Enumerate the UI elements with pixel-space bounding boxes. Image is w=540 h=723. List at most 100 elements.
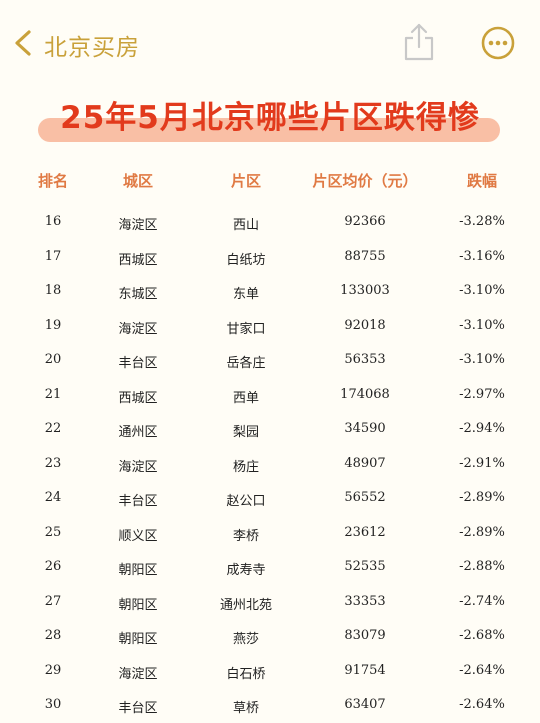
district-cell: 朝阳区 <box>118 563 158 578</box>
price-cell: 63407 <box>344 697 386 712</box>
rank-cell: 30 <box>44 697 62 712</box>
rank-cell: 29 <box>44 662 62 678</box>
drop-cell: -3.10% <box>459 317 505 333</box>
header-drop: 跌幅 <box>466 172 497 190</box>
header-area: 片区 <box>230 172 261 190</box>
area-cell: 成寿寺 <box>226 563 266 578</box>
price-cell: 91754 <box>344 662 386 678</box>
page-headline: 25年5月北京哪些片区跌得惨 <box>60 100 480 136</box>
price-cell: 92366 <box>344 214 386 229</box>
district-cell: 丰台区 <box>118 356 158 371</box>
table-header: 排名 城区 片区 片区均价（元） 跌幅 <box>0 170 540 194</box>
district-cell: 丰台区 <box>118 494 158 509</box>
table-row: 30 丰台区 草桥 63407 -2.64% <box>0 689 540 723</box>
district-cell: 丰台区 <box>118 701 158 716</box>
price-cell: 33353 <box>344 593 386 609</box>
table-row: 19 海淀区 甘家口 92018 -3.10% <box>0 310 540 344</box>
drop-cell: -2.91% <box>459 455 505 471</box>
price-cell: 83079 <box>344 628 386 643</box>
price-cell: 52535 <box>344 559 386 574</box>
drop-cell: -2.64% <box>459 697 505 712</box>
rank-cell: 20 <box>44 352 62 367</box>
rank-cell: 22 <box>44 421 62 436</box>
table-row: 22 通州区 梨园 34590 -2.94% <box>0 413 540 447</box>
drop-cell: -2.88% <box>459 559 505 574</box>
area-cell: 西山 <box>232 218 259 233</box>
rank-cell: 16 <box>44 214 62 229</box>
district-cell: 朝阳区 <box>118 597 158 613</box>
headline-highlight <box>38 118 500 142</box>
header-rank: 排名 <box>37 172 68 190</box>
table-row: 16 海淀区 西山 92366 -3.28% <box>0 206 540 240</box>
nav-title: 北京买房 <box>44 35 140 61</box>
table-row: 18 东城区 东单 133003 -3.10% <box>0 275 540 309</box>
table-row: 26 朝阳区 成寿寺 52535 -2.88% <box>0 551 540 585</box>
price-cell: 174068 <box>340 386 390 402</box>
area-cell: 甘家口 <box>226 321 266 337</box>
drop-cell: -3.10% <box>459 283 505 298</box>
area-cell: 梨园 <box>232 425 259 440</box>
area-cell: 燕莎 <box>232 632 259 647</box>
district-cell: 朝阳区 <box>118 632 158 647</box>
district-cell: 海淀区 <box>118 321 158 337</box>
table-row: 29 海淀区 白石桥 91754 -2.64% <box>0 655 540 689</box>
price-cell: 92018 <box>344 317 386 333</box>
district-cell: 海淀区 <box>118 459 158 475</box>
table-row: 27 朝阳区 通州北苑 33353 -2.74% <box>0 586 540 620</box>
header-price: 片区均价（元） <box>312 172 418 190</box>
district-cell: 顺义区 <box>118 528 158 544</box>
table-row: 21 西城区 西单 174068 -2.97% <box>0 379 540 413</box>
rank-cell: 17 <box>44 248 62 264</box>
area-cell: 白纸坊 <box>226 252 266 268</box>
chevron-left-icon[interactable] <box>12 30 34 56</box>
rank-cell: 23 <box>44 455 62 471</box>
price-cell: 34590 <box>344 421 386 436</box>
district-cell: 海淀区 <box>118 666 158 682</box>
price-cell: 88755 <box>344 248 386 264</box>
more-icon[interactable] <box>481 26 515 60</box>
table-row: 23 海淀区 杨庄 48907 -2.91% <box>0 448 540 482</box>
headline-banner: 25年5月北京哪些片区跌得惨 <box>0 92 540 152</box>
district-cell: 通州区 <box>118 425 158 440</box>
district-cell: 西城区 <box>118 390 158 406</box>
drop-cell: -3.10% <box>459 352 505 367</box>
table-row: 28 朝阳区 燕莎 83079 -2.68% <box>0 620 540 654</box>
district-cell: 西城区 <box>118 252 158 268</box>
drop-cell: -3.28% <box>459 214 505 229</box>
rank-cell: 18 <box>44 283 62 298</box>
area-cell: 东单 <box>232 287 259 302</box>
area-cell: 李桥 <box>232 528 259 544</box>
table-row: 20 丰台区 岳各庄 56353 -3.10% <box>0 344 540 378</box>
header-district: 城区 <box>122 172 153 190</box>
price-cell: 56353 <box>344 352 386 367</box>
rank-cell: 26 <box>44 559 62 574</box>
area-cell: 草桥 <box>232 701 259 716</box>
area-cell: 赵公口 <box>226 494 266 509</box>
district-cell: 东城区 <box>118 287 158 302</box>
price-cell: 48907 <box>344 455 386 471</box>
rank-cell: 25 <box>44 524 62 540</box>
area-cell: 西单 <box>232 390 259 406</box>
price-cell: 23612 <box>344 524 386 540</box>
drop-cell: -2.97% <box>459 386 505 402</box>
rank-cell: 24 <box>44 490 62 505</box>
drop-cell: -2.64% <box>459 662 505 678</box>
drop-cell: -2.68% <box>459 628 505 643</box>
drop-cell: -2.89% <box>459 490 505 505</box>
rank-cell: 19 <box>44 317 62 333</box>
top-nav-bar: 北京买房 <box>0 0 540 86</box>
share-icon[interactable] <box>402 22 436 62</box>
price-cell: 56552 <box>344 490 386 505</box>
drop-cell: -2.94% <box>459 421 505 436</box>
district-cell: 海淀区 <box>118 218 158 233</box>
drop-cell: -2.89% <box>459 524 505 540</box>
drop-cell: -2.74% <box>459 593 505 609</box>
table-row: 25 顺义区 李桥 23612 -2.89% <box>0 517 540 551</box>
rank-cell: 21 <box>44 386 62 402</box>
rank-cell: 27 <box>44 593 62 609</box>
area-cell: 杨庄 <box>232 459 259 475</box>
area-cell: 白石桥 <box>226 666 266 682</box>
rank-cell: 28 <box>44 628 62 643</box>
table-row: 17 西城区 白纸坊 88755 -3.16% <box>0 241 540 275</box>
area-cell: 通州北苑 <box>219 597 272 613</box>
